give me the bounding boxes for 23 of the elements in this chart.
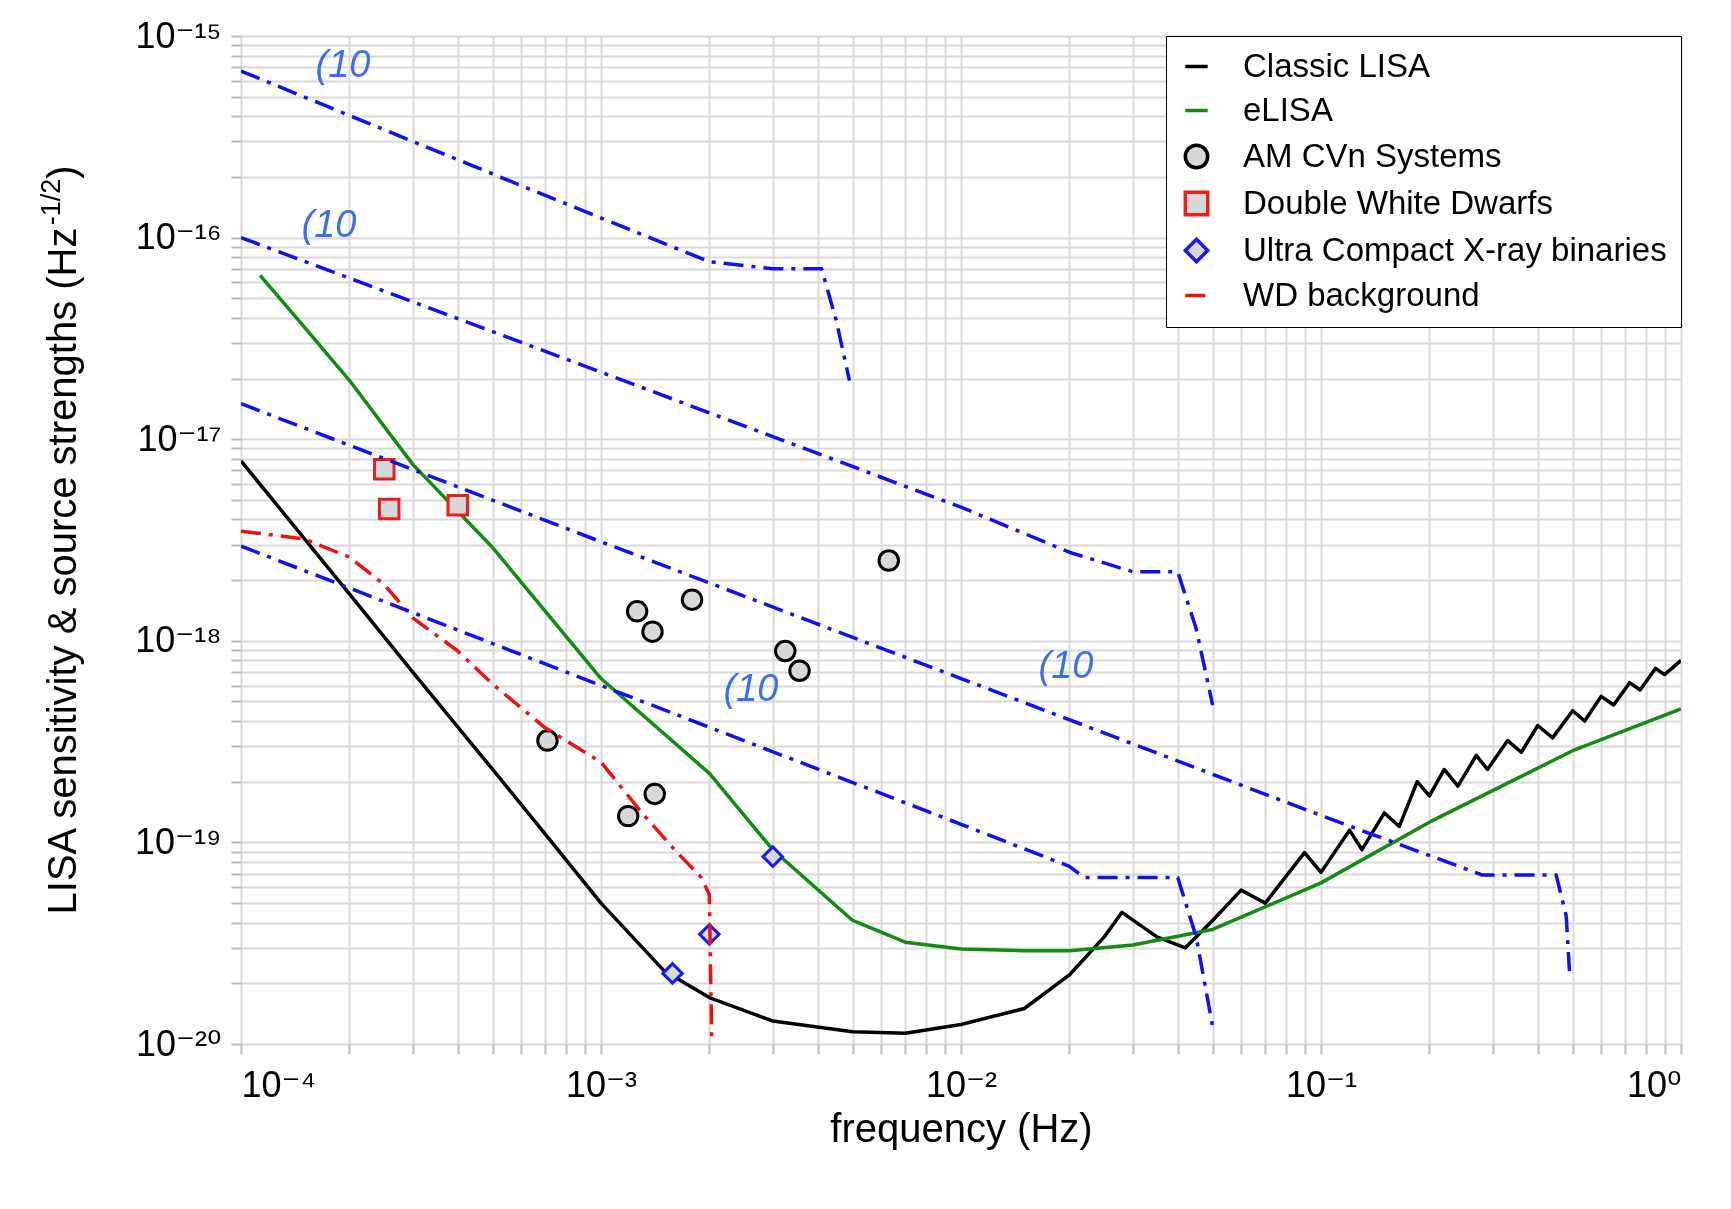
- y-axis-title: LISA sensitivity & source strengths (Hz-1/2): [36, 165, 84, 915]
- annotation: (10: [315, 43, 371, 85]
- x-tick-label: 10⁻⁴: [241, 1063, 317, 1105]
- x-axis-title: frequency (Hz): [830, 1105, 1093, 1150]
- annotation: (10: [723, 667, 779, 709]
- y-tick-label: 10⁻²⁰: [136, 1022, 222, 1064]
- legend-label: eLISA: [1243, 90, 1333, 128]
- legend-label: Double White Dwarfs: [1243, 183, 1553, 221]
- legend-label: WD background: [1243, 275, 1480, 313]
- annotation: (10: [1038, 644, 1094, 686]
- legend-label: AM CVn Systems: [1243, 136, 1502, 174]
- annotation: (10: [301, 203, 357, 245]
- y-tick-label: 10⁻¹⁹: [135, 820, 222, 862]
- x-tick-label: 10⁻³: [565, 1063, 638, 1105]
- x-tick-label: 10⁰: [1627, 1063, 1682, 1105]
- y-tick-label: 10⁻¹⁵: [135, 14, 222, 56]
- y-tick-label: 10⁻¹⁶: [135, 216, 222, 258]
- legend-label: Ultra Compact X-ray binaries: [1243, 230, 1667, 268]
- y-tick-label: 10⁻¹⁷: [137, 417, 222, 459]
- legend-label: Classic LISA: [1243, 46, 1431, 84]
- x-tick-label: 10⁻²: [925, 1063, 998, 1105]
- x-tick-label: 10⁻¹: [1285, 1063, 1358, 1105]
- y-tick-label: 10⁻¹⁸: [135, 619, 222, 661]
